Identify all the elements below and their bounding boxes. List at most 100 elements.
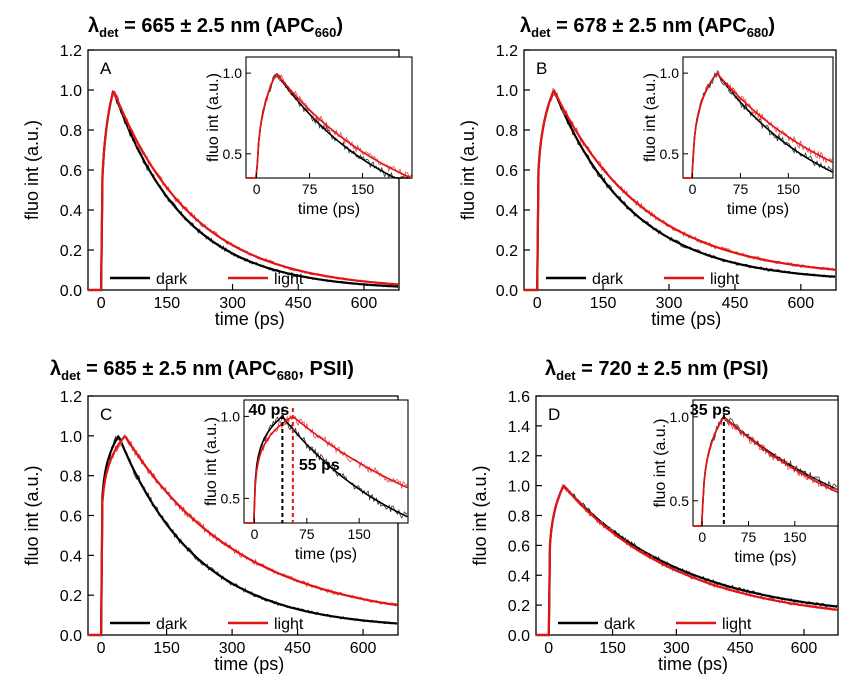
y-tick-label: 1.4 xyxy=(508,419,530,436)
y-axis-label: fluo int (a.u.) xyxy=(470,465,490,565)
y-tick-label: 1.2 xyxy=(60,389,82,406)
title-value: = 685 ± 2.5 nm (APC xyxy=(81,358,277,380)
inset-y-tick-label: 0.5 xyxy=(221,490,241,506)
y-axis-label: fluo int (a.u.) xyxy=(458,120,478,220)
chart-title: λdet = 678 ± 2.5 nm (APC680) xyxy=(520,15,775,40)
inset-x-tick-label: 75 xyxy=(741,529,757,545)
x-tick-label: 0 xyxy=(97,295,106,312)
y-tick-label: 0.2 xyxy=(508,598,530,615)
y-tick-label: 0.6 xyxy=(60,509,82,526)
inset: 0.5 1.0 0 75 150 time (ps) fluo int (a.u.) 40 p… xyxy=(203,399,409,563)
inset-x-tick-label: 150 xyxy=(351,181,375,197)
title-subscript: det xyxy=(531,25,551,40)
y-tick-label: 0.0 xyxy=(496,283,518,300)
y-tick-label: 0.6 xyxy=(496,163,518,180)
legend-light-label: light xyxy=(274,616,304,633)
x-tick-label: 600 xyxy=(350,640,377,657)
x-axis-label: time (ps) xyxy=(214,654,284,674)
y-tick-label: 0.8 xyxy=(60,123,82,140)
panel-a: λdet = 665 ± 2.5 nm (APC660) 0.0 0.2 0.4 0.6… xyxy=(22,15,413,329)
x-axis-label: time (ps) xyxy=(651,309,721,329)
y-tick-label: 0.2 xyxy=(60,243,82,260)
chart-title: λdet = 665 ± 2.5 nm (APC660) xyxy=(88,15,343,40)
y-tick-label: 0.6 xyxy=(508,538,530,555)
inset-x-tick-label: 0 xyxy=(689,181,697,197)
inset-y-axis-label: fluo int (a.u.) xyxy=(652,419,669,508)
panel-b: λdet = 678 ± 2.5 nm (APC680) 0.0 0.2 0.4 0.6… xyxy=(458,15,837,329)
y-tick-label: 0.8 xyxy=(496,123,518,140)
inset-y-tick-label: 0.5 xyxy=(670,493,690,509)
title-lambda: λ xyxy=(545,358,556,380)
y-tick-label: 0.4 xyxy=(496,203,518,220)
legend-dark-label: dark xyxy=(604,616,636,633)
inset-series-light-fit xyxy=(693,415,838,527)
inset-frame xyxy=(245,56,413,179)
x-tick-label: 450 xyxy=(284,640,311,657)
y-tick-label: 1.2 xyxy=(496,43,518,60)
inset-series-dark-fit xyxy=(244,416,408,524)
inset-x-tick-label: 75 xyxy=(302,181,318,197)
series-light-fit xyxy=(536,484,838,637)
x-tick-label: 450 xyxy=(727,640,754,657)
y-tick-label: 0.4 xyxy=(60,548,82,565)
panel-letter: A xyxy=(100,59,112,78)
panel-c: λdet = 685 ± 2.5 nm (APC680, PSII) 0.0 0.2… xyxy=(22,358,409,674)
inset-y-tick-label: 1.0 xyxy=(670,409,690,425)
inset-marker-label: 55 ps xyxy=(299,457,340,474)
title-close: ) xyxy=(768,15,775,37)
title-value: = 678 ± 2.5 nm (APC xyxy=(551,15,747,37)
x-axis-label: time (ps) xyxy=(658,654,728,674)
y-tick-label: 1.0 xyxy=(60,429,82,446)
y-tick-label: 0.2 xyxy=(496,243,518,260)
inset: 0.5 1.0 0 75 150 time (ps) fluo int (a.u.) 35 p… xyxy=(652,399,839,566)
y-tick-label: 0.0 xyxy=(508,628,530,645)
inset-x-tick-label: 75 xyxy=(299,526,315,542)
y-tick-label: 0.4 xyxy=(508,568,530,585)
x-tick-label: 0 xyxy=(97,640,106,657)
y-tick-label: 0.8 xyxy=(60,469,82,486)
title-subscript: det xyxy=(61,368,81,383)
inset-x-axis-label: time (ps) xyxy=(727,201,789,218)
inset-series-dark-raw xyxy=(244,414,408,524)
y-tick-label: 0.6 xyxy=(60,163,82,180)
series-dark-fit xyxy=(524,89,836,292)
inset-x-tick-label: 75 xyxy=(733,181,749,197)
chart-title: λdet = 685 ± 2.5 nm (APC680, PSII) xyxy=(50,358,354,383)
x-tick-label: 600 xyxy=(351,295,378,312)
x-tick-label: 0 xyxy=(533,295,542,312)
panel-letter: D xyxy=(548,405,560,424)
title-close: , PSII) xyxy=(298,358,354,380)
x-tick-label: 150 xyxy=(590,295,617,312)
title-value: = 720 ± 2.5 nm (PSI) xyxy=(576,358,769,380)
inset-x-tick-label: 150 xyxy=(783,529,807,545)
y-tick-label: 1.2 xyxy=(60,43,82,60)
legend-light-label: light xyxy=(722,616,752,633)
x-axis-label: time (ps) xyxy=(215,309,285,329)
y-tick-label: 0.2 xyxy=(60,588,82,605)
inset-x-tick-label: 0 xyxy=(251,526,259,542)
inset-x-tick-label: 150 xyxy=(347,526,371,542)
y-tick-label: 1.0 xyxy=(508,479,530,496)
title-lambda: λ xyxy=(520,15,531,37)
x-tick-label: 0 xyxy=(544,640,553,657)
inset-x-tick-label: 0 xyxy=(698,529,706,545)
inset: 0.5 1.0 0 75 150 time (ps) fluo int (a.u.) xyxy=(642,56,834,218)
title-species-subscript: 680 xyxy=(277,368,299,383)
x-tick-label: 600 xyxy=(791,640,818,657)
x-tick-label: 150 xyxy=(153,295,180,312)
inset-series-light-fit xyxy=(683,73,833,179)
series-light-fit xyxy=(524,89,836,292)
title-subscript: det xyxy=(99,25,119,40)
inset-y-tick-label: 1.0 xyxy=(221,408,241,424)
x-tick-label: 300 xyxy=(219,295,246,312)
title-lambda: λ xyxy=(50,358,61,380)
legend-dark-label: dark xyxy=(156,271,188,288)
y-tick-label: 1.6 xyxy=(508,389,530,406)
inset-x-tick-label: 0 xyxy=(253,181,261,197)
y-tick-label: 1.0 xyxy=(60,83,82,100)
x-tick-label: 600 xyxy=(787,295,814,312)
inset-y-tick-label: 1.0 xyxy=(223,65,243,81)
inset-y-tick-label: 0.5 xyxy=(223,146,243,162)
inset-x-axis-label: time (ps) xyxy=(295,546,357,563)
